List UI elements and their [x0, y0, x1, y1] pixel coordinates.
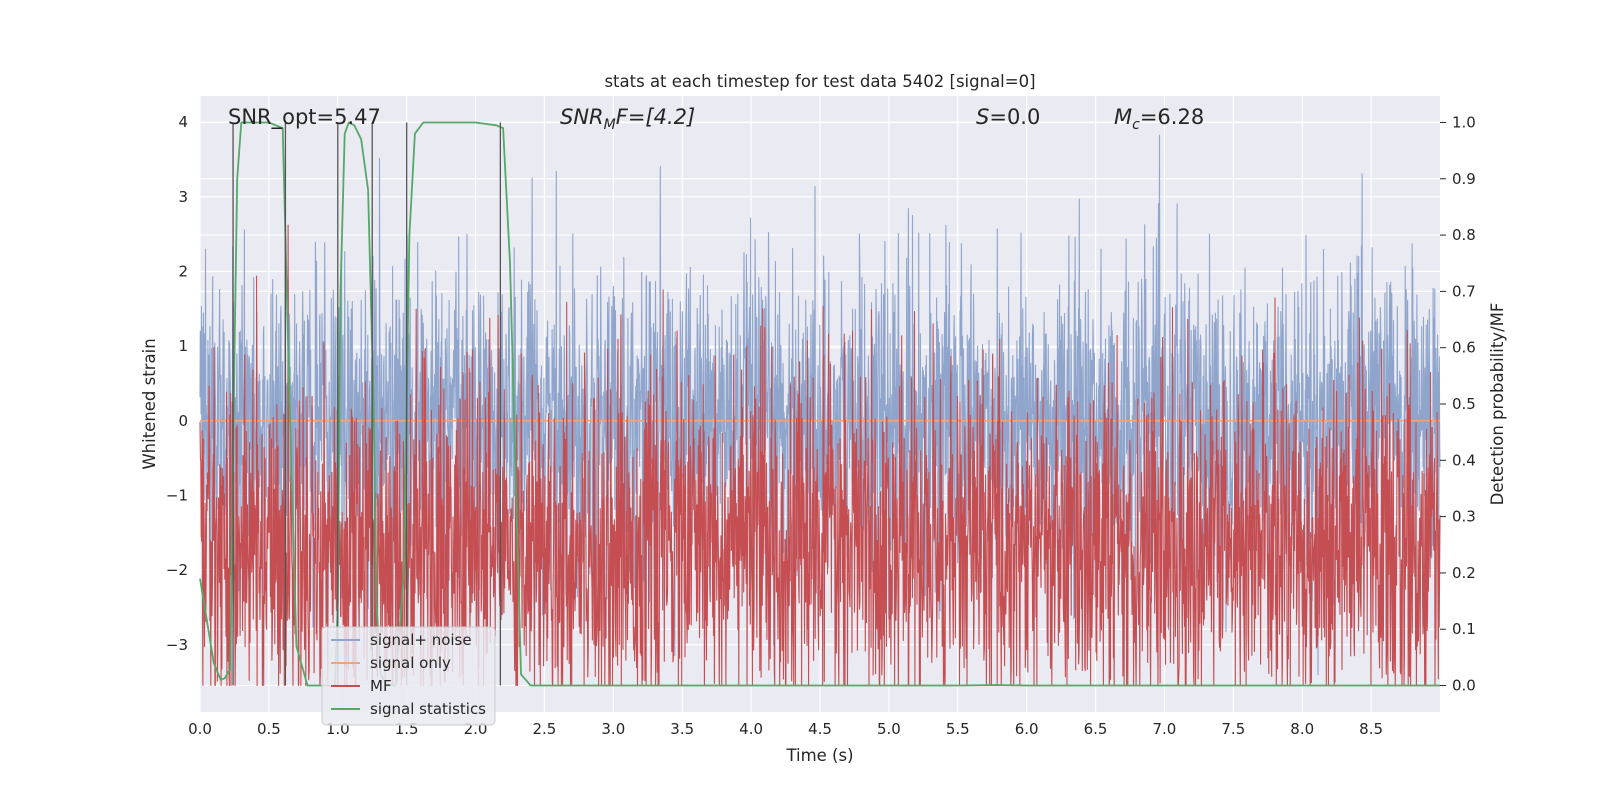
y-tick-label: −1: [166, 486, 188, 504]
y-right-tick-labels: 1.0 0.9 0.8 0.7 0.6 0.5 0.4 0.3 0.2 0.1 0.0: [1440, 113, 1476, 695]
y-right-tick-label: 0.3: [1452, 508, 1476, 526]
chart-title: stats at each timestep for test data 540…: [604, 72, 1035, 91]
y-right-tick-label: 0.7: [1452, 282, 1476, 300]
x-tick-label: 5.5: [946, 720, 970, 738]
legend: signal+ noise signal only MF signal stat…: [321, 626, 496, 726]
x-tick-label: 6.0: [1015, 720, 1039, 738]
x-tick-label: 0.5: [257, 720, 281, 738]
y-right-tick-label: 0.9: [1452, 170, 1476, 188]
y-tick-label: 0: [178, 412, 188, 430]
x-tick-label: 6.5: [1084, 720, 1108, 738]
x-tick-label: 5.0: [877, 720, 901, 738]
y-tick-label: 2: [178, 262, 188, 280]
legend-label-signal-noise: signal+ noise: [370, 631, 472, 649]
legend-label-signal-statistics: signal statistics: [370, 700, 486, 718]
annotation-snr-opt: SNR_opt=5.47: [228, 105, 381, 130]
legend-box: [321, 626, 496, 726]
y-tick-label: 3: [178, 188, 188, 206]
vertical-markers: [232, 122, 502, 686]
y-right-tick-label: 1.0: [1452, 113, 1476, 131]
y-axis-label: Whitened strain: [140, 338, 159, 469]
y-tick-label: −2: [166, 561, 188, 579]
y-right-tick-label: 0.4: [1452, 451, 1476, 469]
y-right-tick-label: 0.2: [1452, 564, 1476, 582]
y-right-tick-label: 0.6: [1452, 339, 1476, 357]
x-tick-label: 8.0: [1290, 720, 1314, 738]
annotation-mc: Mc=6.28: [1114, 105, 1204, 133]
x-tick-label: 3.0: [601, 720, 625, 738]
x-axis-label: Time (s): [785, 746, 853, 765]
x-tick-label: 7.5: [1221, 720, 1245, 738]
legend-label-signal-only: signal only: [370, 654, 451, 672]
y-right-tick-label: 0.5: [1452, 395, 1476, 413]
annotation-snr-mf: SNRMF=[4.2]: [560, 105, 695, 133]
y-axis-right-label: Detection probability/MF: [1488, 303, 1507, 506]
x-tick-label: 4.0: [739, 720, 763, 738]
y-tick-labels: 4 3 2 1 0 −1 −2 −3: [166, 113, 188, 654]
y-right-tick-label: 0.1: [1452, 620, 1476, 638]
y-tick-label: 4: [178, 113, 188, 131]
y-tick-label: 1: [178, 337, 188, 355]
x-tick-label: 7.0: [1153, 720, 1177, 738]
x-tick-label: 8.5: [1359, 720, 1383, 738]
x-tick-label: 4.5: [808, 720, 832, 738]
x-tick-labels: 0.0 0.5 1.0 1.5 2.0 2.5 3.0 3.5 4.0 4.5 5.0 5.5 6.0 6…: [188, 720, 1383, 738]
legend-label-mf: MF: [370, 677, 392, 695]
x-tick-label: 0.0: [188, 720, 212, 738]
y-right-tick-label: 0.8: [1452, 226, 1476, 244]
x-tick-label: 3.5: [670, 720, 694, 738]
y-tick-label: −3: [166, 636, 188, 654]
x-tick-label: 2.5: [533, 720, 557, 738]
annotation-s: S=0.0: [976, 105, 1040, 129]
series-signal-statistics-line: [199, 121, 1440, 687]
y-right-tick-label: 0.0: [1452, 677, 1476, 695]
